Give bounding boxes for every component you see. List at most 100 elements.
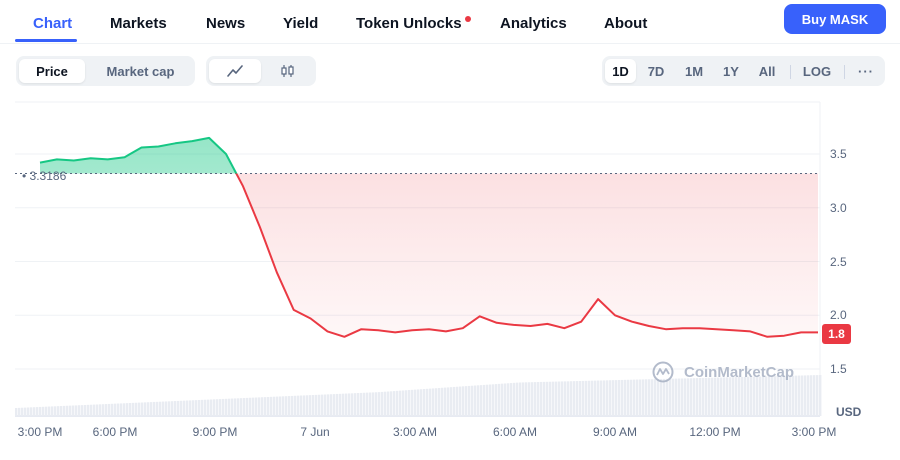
volume-bar xyxy=(483,384,486,416)
volume-bar xyxy=(141,402,144,416)
volume-bar xyxy=(789,375,792,416)
volume-bar xyxy=(705,377,708,416)
y-tick-label: 2.0 xyxy=(830,308,847,323)
volume-bar xyxy=(237,398,240,416)
volume-bar xyxy=(525,382,528,416)
range-selector: 1D 7D 1M 1Y All LOG ··· xyxy=(602,56,885,86)
volume-bar xyxy=(180,400,183,416)
chart-canvas[interactable] xyxy=(0,96,900,460)
volume-bar xyxy=(672,378,675,416)
volume-bar xyxy=(339,393,342,416)
volume-bar xyxy=(186,400,189,416)
volume-bar xyxy=(96,404,99,416)
volume-bar xyxy=(258,397,261,416)
notification-dot xyxy=(465,16,471,22)
volume-bar xyxy=(336,393,339,416)
range-7d[interactable]: 7D xyxy=(647,63,665,79)
volume-bar xyxy=(222,398,225,416)
volume-bar xyxy=(774,376,777,416)
volume-bar xyxy=(462,386,465,416)
volume-bar xyxy=(651,379,654,416)
volume-bar xyxy=(195,400,198,416)
volume-bar xyxy=(729,377,732,416)
volume-bar xyxy=(270,396,273,416)
volume-bar xyxy=(582,380,585,416)
volume-bar xyxy=(765,376,768,416)
coinmarketcap-watermark: CoinMarketCap xyxy=(652,361,794,383)
x-tick-label: 7 Jun xyxy=(300,425,330,439)
line-chart-button[interactable] xyxy=(209,59,261,83)
volume-bar xyxy=(249,397,252,416)
volume-bar xyxy=(459,386,462,416)
volume-bar xyxy=(318,394,321,416)
volume-bar xyxy=(777,376,780,416)
volume-bar xyxy=(132,402,135,416)
buy-button[interactable]: Buy MASK xyxy=(784,4,886,34)
volume-bar xyxy=(699,378,702,416)
tab-token-unlocks[interactable]: Token Unlocks xyxy=(356,15,462,32)
volume-bar xyxy=(792,375,795,416)
volume-bar xyxy=(381,391,384,416)
volume-bar xyxy=(495,384,498,416)
candlestick-button[interactable] xyxy=(263,59,313,83)
tab-about[interactable]: About xyxy=(604,15,648,32)
x-tick-label: 12:00 PM xyxy=(689,425,741,439)
tab-news[interactable]: News xyxy=(206,15,246,32)
volume-bar xyxy=(810,375,813,416)
volume-bars xyxy=(15,375,822,416)
tab-analytics[interactable]: Analytics xyxy=(500,15,567,32)
volume-bar xyxy=(72,405,75,416)
volume-bar xyxy=(87,404,90,416)
more-options-button[interactable]: ··· xyxy=(858,63,874,79)
volume-bar xyxy=(390,391,393,416)
volume-bar xyxy=(435,388,438,416)
volume-bar xyxy=(552,381,555,416)
range-1d[interactable]: 1D xyxy=(605,59,636,83)
range-1m[interactable]: 1M xyxy=(684,63,704,79)
tab-markets[interactable]: Markets xyxy=(110,15,167,32)
volume-bar xyxy=(648,379,651,416)
volume-bar xyxy=(402,390,405,416)
active-tab-indicator xyxy=(15,39,77,42)
market-cap-tab[interactable]: Market cap xyxy=(106,63,175,79)
range-all[interactable]: All xyxy=(758,63,776,79)
volume-bar xyxy=(678,378,681,416)
volume-bar xyxy=(291,395,294,416)
volume-bar xyxy=(513,382,516,416)
volume-bar xyxy=(39,406,42,416)
tab-yield[interactable]: Yield xyxy=(283,15,319,32)
volume-bar xyxy=(528,382,531,416)
volume-bar xyxy=(804,375,807,416)
volume-bar xyxy=(75,405,78,416)
volume-bar xyxy=(282,396,285,416)
volume-bar xyxy=(711,377,714,416)
volume-bar xyxy=(639,379,642,416)
volume-bar xyxy=(375,392,378,416)
volume-bar xyxy=(693,378,696,416)
volume-bar xyxy=(801,375,804,416)
x-tick-label: 6:00 PM xyxy=(92,425,138,439)
volume-bar xyxy=(750,376,753,416)
volume-bar xyxy=(294,395,297,416)
volume-bar xyxy=(669,378,672,416)
volume-bar xyxy=(681,378,684,416)
volume-bar xyxy=(126,403,129,416)
range-1y[interactable]: 1Y xyxy=(723,63,739,79)
volume-bar xyxy=(618,380,621,416)
volume-bar xyxy=(573,381,576,416)
volume-bar xyxy=(414,389,417,416)
log-toggle[interactable]: LOG xyxy=(802,63,832,79)
volume-bar xyxy=(612,380,615,416)
volume-bar xyxy=(387,391,390,416)
volume-bar xyxy=(51,406,54,416)
volume-bar xyxy=(588,380,591,416)
volume-bar xyxy=(231,398,234,416)
price-tab[interactable]: Price xyxy=(19,59,85,83)
volume-bar xyxy=(615,380,618,416)
volume-bar xyxy=(423,389,426,416)
volume-bar xyxy=(288,396,291,416)
volume-bar xyxy=(579,380,582,416)
volume-bar xyxy=(156,401,159,416)
tab-chart[interactable]: Chart xyxy=(33,15,73,32)
volume-bar xyxy=(240,398,243,416)
